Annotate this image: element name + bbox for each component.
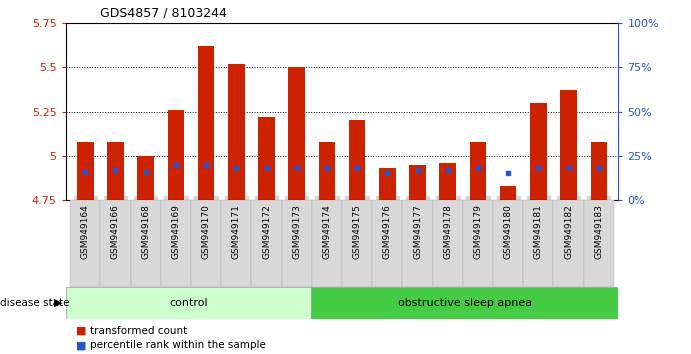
- Bar: [168, 110, 184, 200]
- Bar: [221, 200, 252, 287]
- FancyBboxPatch shape: [312, 287, 618, 319]
- Bar: [584, 200, 614, 287]
- Text: obstructive sleep apnea: obstructive sleep apnea: [398, 298, 532, 308]
- Text: GSM949179: GSM949179: [473, 204, 482, 259]
- Bar: [138, 156, 154, 200]
- Bar: [288, 67, 305, 200]
- Bar: [439, 163, 456, 200]
- Bar: [77, 142, 93, 200]
- Bar: [553, 200, 584, 287]
- Bar: [191, 200, 221, 287]
- Bar: [228, 64, 245, 200]
- Bar: [131, 200, 161, 287]
- Bar: [530, 103, 547, 200]
- Bar: [402, 200, 433, 287]
- Text: ■: ■: [76, 340, 86, 350]
- Bar: [560, 90, 577, 200]
- Bar: [252, 200, 282, 287]
- Bar: [312, 200, 342, 287]
- Text: GSM949178: GSM949178: [443, 204, 453, 259]
- Bar: [258, 117, 275, 200]
- Bar: [409, 165, 426, 200]
- Bar: [282, 200, 312, 287]
- Text: ▶: ▶: [54, 298, 62, 308]
- Text: GDS4857 / 8103244: GDS4857 / 8103244: [100, 6, 227, 19]
- Text: GSM949172: GSM949172: [262, 204, 271, 259]
- Text: GSM949177: GSM949177: [413, 204, 422, 259]
- Bar: [470, 142, 486, 200]
- Bar: [198, 46, 214, 200]
- Bar: [591, 142, 607, 200]
- Text: GSM949173: GSM949173: [292, 204, 301, 259]
- Bar: [379, 168, 396, 200]
- Text: GSM949166: GSM949166: [111, 204, 120, 259]
- Text: ■: ■: [76, 326, 86, 336]
- Text: percentile rank within the sample: percentile rank within the sample: [90, 340, 266, 350]
- Text: GSM949181: GSM949181: [534, 204, 543, 259]
- Text: GSM949169: GSM949169: [171, 204, 180, 259]
- Text: GSM949170: GSM949170: [202, 204, 211, 259]
- Bar: [342, 200, 372, 287]
- Bar: [523, 200, 553, 287]
- Bar: [463, 200, 493, 287]
- FancyBboxPatch shape: [66, 287, 312, 319]
- Text: GSM949175: GSM949175: [352, 204, 361, 259]
- Bar: [107, 142, 124, 200]
- Text: control: control: [169, 298, 208, 308]
- Text: GSM949164: GSM949164: [81, 204, 90, 259]
- Text: GSM949171: GSM949171: [231, 204, 241, 259]
- Bar: [70, 200, 100, 287]
- Bar: [500, 186, 516, 200]
- Bar: [100, 200, 131, 287]
- Bar: [433, 200, 463, 287]
- Text: transformed count: transformed count: [90, 326, 187, 336]
- Text: GSM949180: GSM949180: [504, 204, 513, 259]
- Bar: [349, 120, 366, 200]
- Text: GSM949183: GSM949183: [594, 204, 603, 259]
- Bar: [493, 200, 523, 287]
- Text: GSM949174: GSM949174: [323, 204, 332, 259]
- Text: GSM949168: GSM949168: [141, 204, 150, 259]
- Bar: [372, 200, 402, 287]
- Bar: [319, 142, 335, 200]
- Bar: [161, 200, 191, 287]
- Text: GSM949176: GSM949176: [383, 204, 392, 259]
- Text: disease state: disease state: [0, 298, 70, 308]
- Text: GSM949182: GSM949182: [564, 204, 573, 259]
